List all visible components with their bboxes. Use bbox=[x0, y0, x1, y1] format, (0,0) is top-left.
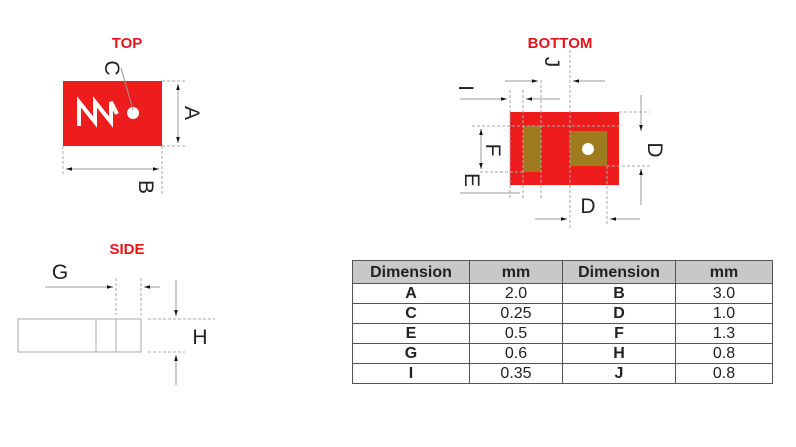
dimension-cell: B bbox=[562, 283, 676, 304]
label-b: B bbox=[134, 180, 157, 194]
zener-logo-icon bbox=[77, 96, 119, 128]
label-e: E bbox=[460, 173, 483, 187]
dimension-cell: A bbox=[352, 283, 470, 304]
label-j: J bbox=[540, 57, 563, 68]
header-mm: mm bbox=[675, 260, 773, 284]
table-row: C 0.25 D 1.0 bbox=[352, 303, 773, 324]
value-cell: 0.6 bbox=[469, 343, 563, 364]
dimension-cell: D bbox=[562, 303, 676, 324]
bottom-view: BOTTOM J I F E D D bbox=[454, 35, 666, 230]
value-cell: 0.5 bbox=[469, 323, 563, 344]
label-f: F bbox=[481, 144, 504, 157]
label-d-vertical: D bbox=[643, 142, 666, 157]
table-row: E 0.5 F 1.3 bbox=[352, 323, 773, 344]
dimension-cell: G bbox=[352, 343, 470, 364]
table-row: G 0.6 H 0.8 bbox=[352, 343, 773, 364]
dimension-cell: F bbox=[562, 323, 676, 344]
header-dimension: Dimension bbox=[562, 260, 676, 284]
value-cell: 3.0 bbox=[675, 283, 773, 304]
label-g: G bbox=[52, 261, 68, 284]
top-view: TOP C A B bbox=[62, 35, 203, 195]
cathode-pad bbox=[523, 126, 541, 172]
dimension-cell: H bbox=[562, 343, 676, 364]
dimension-table: Dimension mm Dimension mm A 2.0 B 3.0 C … bbox=[352, 260, 773, 384]
bottom-title: BOTTOM bbox=[528, 35, 593, 52]
dimension-cell: I bbox=[352, 363, 470, 384]
label-c: C bbox=[100, 60, 123, 75]
side-body bbox=[17, 318, 142, 353]
label-h: H bbox=[192, 326, 207, 349]
header-mm: mm bbox=[469, 260, 563, 284]
value-cell: 0.8 bbox=[675, 363, 773, 384]
table-header-row: Dimension mm Dimension mm bbox=[352, 260, 773, 284]
value-cell: 2.0 bbox=[469, 283, 563, 304]
label-d-horizontal: D bbox=[580, 195, 595, 218]
value-cell: 1.3 bbox=[675, 323, 773, 344]
dimension-cell: J bbox=[562, 363, 676, 384]
label-a: A bbox=[180, 106, 203, 120]
polarity-dot-icon bbox=[127, 107, 139, 119]
table-row: I 0.35 J 0.8 bbox=[352, 363, 773, 384]
header-dimension: Dimension bbox=[352, 260, 470, 284]
value-cell: 0.8 bbox=[675, 343, 773, 364]
side-title: SIDE bbox=[109, 241, 144, 258]
pad-hole-icon bbox=[582, 143, 594, 155]
dimension-cell: C bbox=[352, 303, 470, 324]
value-cell: 0.25 bbox=[469, 303, 563, 324]
dimension-cell: E bbox=[352, 323, 470, 344]
label-i: I bbox=[454, 85, 477, 91]
value-cell: 0.35 bbox=[469, 363, 563, 384]
top-title: TOP bbox=[112, 35, 143, 52]
table-row: A 2.0 B 3.0 bbox=[352, 283, 773, 304]
value-cell: 1.0 bbox=[675, 303, 773, 324]
side-view: SIDE G H bbox=[17, 241, 215, 385]
